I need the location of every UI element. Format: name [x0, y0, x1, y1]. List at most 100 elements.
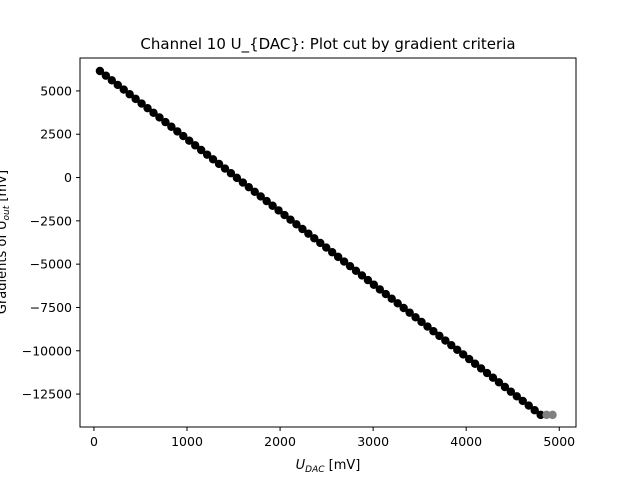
y-tick-label: −5000	[30, 257, 72, 272]
data-point	[441, 336, 450, 345]
data-point	[345, 261, 355, 271]
data-point	[333, 252, 343, 262]
data-point	[268, 201, 277, 210]
data-point	[524, 401, 533, 410]
data-point	[512, 392, 522, 401]
data-point	[262, 196, 271, 206]
x-tick-label: 0	[90, 434, 98, 449]
data-point	[304, 229, 313, 238]
data-point	[429, 327, 438, 336]
data-point	[351, 266, 361, 276]
data-point	[322, 243, 331, 252]
data-point	[107, 76, 117, 85]
data-point	[357, 271, 367, 280]
y-axis-label-unit: [mV]	[0, 170, 10, 206]
data-point	[488, 373, 498, 382]
data-point	[185, 136, 194, 145]
data-point	[435, 331, 444, 341]
data-point	[381, 289, 390, 299]
data-point	[280, 210, 289, 220]
data-point	[518, 396, 527, 406]
data-point	[530, 406, 539, 415]
data-point	[459, 350, 468, 359]
data-point	[292, 220, 301, 229]
data-point	[399, 303, 408, 313]
data-point	[161, 117, 170, 127]
y-axis: 5000 2500 0 −2500 −5000 −7500 −10000 −12500	[22, 83, 80, 402]
data-point	[244, 182, 254, 192]
y-tick-label: −2500	[30, 213, 72, 228]
data-point	[339, 257, 349, 266]
data-point	[101, 71, 111, 80]
data-point	[310, 234, 319, 243]
data-point	[274, 206, 283, 215]
y-axis-label-sub: out	[2, 205, 12, 220]
data-point	[202, 150, 212, 159]
data-point	[447, 340, 456, 350]
data-point	[369, 280, 379, 289]
points-layer	[95, 66, 557, 420]
data-point	[149, 108, 158, 118]
data-point	[173, 127, 182, 136]
data-point	[191, 141, 200, 150]
data-point	[405, 308, 414, 317]
chart-title: Channel 10 U_{DAC}: Plot cut by gradient…	[140, 35, 515, 54]
y-tick-label: −7500	[30, 300, 72, 315]
data-point	[316, 238, 325, 248]
data-point	[196, 145, 206, 155]
data-point	[137, 99, 146, 108]
x-axis-label-unit: [mV]	[325, 458, 361, 473]
data-point	[476, 364, 486, 373]
data-point	[131, 94, 140, 104]
x-tick-label: 5000	[543, 434, 575, 449]
data-point	[482, 368, 492, 378]
y-tick-label: −10000	[22, 343, 72, 358]
data-point	[423, 322, 432, 331]
plot-frame	[79, 57, 577, 428]
data-point	[226, 169, 236, 178]
data-point	[375, 285, 385, 294]
data-point	[208, 155, 218, 164]
y-axis-label: Gradients of Uout [mV]	[0, 170, 12, 314]
y-tick-label: 5000	[40, 83, 72, 98]
y-tick-label: 2500	[40, 127, 72, 142]
x-tick-label: 2000	[264, 434, 296, 449]
data-point	[506, 387, 516, 396]
data-point	[387, 294, 396, 303]
data-point	[113, 80, 122, 90]
y-axis-label-prefix: Gradients of U	[0, 220, 10, 314]
x-axis-label-main: U	[296, 458, 306, 473]
data-point	[220, 164, 230, 173]
x-tick-label: 4000	[450, 434, 482, 449]
data-point	[411, 313, 420, 322]
data-point	[125, 90, 134, 99]
data-point	[250, 187, 259, 197]
data-point	[167, 122, 176, 131]
y-tick-label: 0	[64, 170, 72, 185]
data-point	[155, 113, 164, 122]
data-point	[453, 345, 462, 355]
x-axis-label: UDAC [mV]	[296, 458, 361, 475]
data-point	[363, 275, 373, 285]
data-point	[417, 317, 426, 327]
data-point	[298, 224, 307, 234]
data-point	[393, 299, 402, 308]
data-point	[232, 173, 242, 183]
data-point	[470, 359, 480, 368]
data-point	[327, 248, 337, 257]
data-point	[119, 85, 128, 94]
data-point	[286, 215, 295, 224]
cut-data-point	[548, 410, 557, 420]
data-point	[238, 178, 248, 187]
data-point	[536, 410, 545, 420]
data-point	[179, 131, 188, 141]
x-axis: 0 1000 2000 3000 4000 5000	[90, 427, 575, 449]
data-point	[500, 382, 510, 392]
data-point	[214, 159, 224, 169]
x-axis-label-sub: DAC	[305, 465, 325, 475]
data-point	[256, 192, 265, 201]
x-tick-label: 3000	[357, 434, 389, 449]
x-tick-label: 1000	[171, 434, 203, 449]
data-point	[95, 66, 105, 76]
